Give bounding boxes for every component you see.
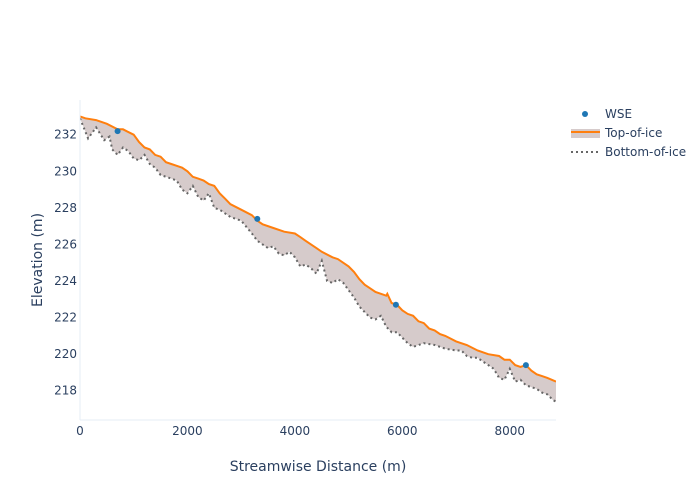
legend-item-bottom-of-ice[interactable]: Bottom-of-ice: [571, 145, 686, 159]
y-tick-label: 222: [54, 311, 77, 325]
y-tick-label: 228: [54, 201, 77, 215]
x-tick-label: 4000: [280, 424, 311, 438]
wse-point[interactable]: [392, 301, 399, 308]
legend-ice-fill-swatch: [571, 129, 600, 138]
legend-wse-label: WSE: [605, 107, 632, 121]
y-tick-label: 230: [54, 164, 77, 178]
legend: WSE Top-of-ice Bottom-of-ice: [571, 107, 686, 159]
legend-wse-marker: [582, 111, 588, 117]
y-axis-ticks: 218 220 222 224 226 228 230 232: [54, 128, 77, 398]
x-tick-label: 6000: [387, 424, 418, 438]
bottom-of-ice-line: [80, 117, 556, 403]
wse-point[interactable]: [114, 128, 121, 135]
wse-point[interactable]: [254, 215, 261, 222]
legend-top-of-ice-label: Top-of-ice: [604, 126, 662, 140]
y-tick-label: 224: [54, 274, 77, 288]
x-tick-label: 8000: [495, 424, 526, 438]
top-of-ice-line: [80, 115, 556, 383]
x-tick-label: 2000: [172, 424, 203, 438]
x-axis-title: Streamwise Distance (m): [230, 459, 407, 475]
wse-point[interactable]: [522, 362, 529, 369]
y-axis-title: Elevation (m): [30, 213, 46, 307]
ice-thickness-fill: [80, 116, 556, 402]
x-axis-ticks: 0 2000 4000 6000 8000: [76, 424, 525, 438]
legend-item-top-of-ice[interactable]: Top-of-ice: [571, 126, 662, 140]
y-tick-label: 218: [54, 384, 77, 398]
legend-bottom-of-ice-label: Bottom-of-ice: [605, 145, 686, 159]
x-tick-label: 0: [76, 424, 84, 438]
y-tick-label: 232: [54, 128, 77, 142]
y-tick-label: 226: [54, 238, 77, 252]
y-tick-label: 220: [54, 347, 77, 361]
legend-item-wse[interactable]: WSE: [582, 107, 632, 121]
plot-layer: [80, 115, 556, 403]
